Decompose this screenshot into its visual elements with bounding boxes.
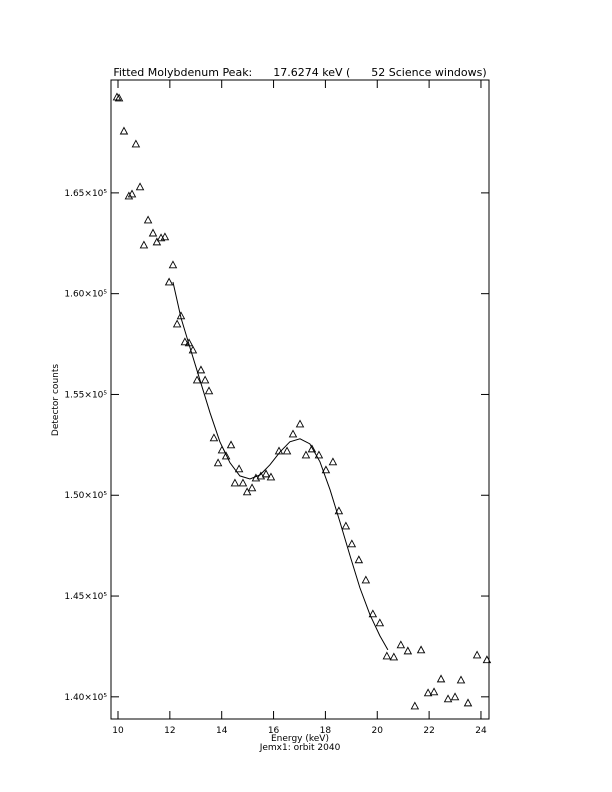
data-point: [282, 446, 292, 455]
data-point: [192, 375, 202, 384]
data-point: [396, 640, 406, 649]
data-point: [321, 465, 331, 474]
data-point: [172, 319, 182, 328]
data-point: [230, 478, 240, 487]
data-point: [180, 337, 190, 346]
data-point: [188, 345, 198, 354]
data-point: [389, 652, 399, 661]
subtitle: Jemx1: orbit 2040: [259, 743, 341, 753]
data-point: [226, 440, 236, 449]
y-tick-label: 1.45×10⁵: [64, 592, 107, 602]
data-point: [314, 450, 324, 459]
data-point: [328, 457, 338, 466]
data-point: [196, 365, 206, 374]
data-point: [463, 698, 473, 707]
x-tick-label: 24: [475, 726, 487, 736]
y-tick-label: 1.40×10⁵: [64, 693, 107, 703]
data-point: [131, 139, 141, 148]
data-point: [127, 189, 137, 198]
data-point: [200, 375, 210, 384]
y-tick-label: 1.55×10⁵: [64, 390, 107, 400]
data-point: [416, 645, 426, 654]
data-point: [347, 539, 357, 548]
chart-title: Fitted Molybdenum Peak: 17.6274 keV ( 52…: [113, 66, 486, 79]
data-point: [456, 675, 466, 684]
data-point: [368, 609, 378, 618]
data-point: [301, 450, 311, 459]
data-point: [450, 692, 460, 701]
data-point: [119, 126, 129, 135]
x-axis-label: Energy (keV): [271, 734, 329, 744]
data-point: [234, 464, 244, 473]
data-point: [410, 701, 420, 710]
data-point: [423, 688, 433, 697]
data-point: [443, 694, 453, 703]
x-tick-label: 10: [112, 726, 124, 736]
data-point: [288, 429, 298, 438]
y-axis-label: Detector counts: [51, 364, 61, 436]
data-point: [209, 433, 219, 442]
data-point: [482, 655, 492, 664]
data-point: [361, 575, 371, 584]
data-point: [204, 386, 214, 395]
data-point: [152, 237, 162, 246]
y-tick-label: 1.50×10⁵: [64, 491, 107, 501]
data-point: [238, 478, 248, 487]
data-point: [148, 228, 158, 237]
data-point: [168, 260, 178, 269]
data-point: [221, 451, 231, 460]
data-point: [403, 646, 413, 655]
data-point: [135, 182, 145, 191]
data-point: [261, 469, 271, 478]
data-point: [382, 651, 392, 660]
data-point: [143, 215, 153, 224]
data-point: [375, 618, 385, 627]
data-point: [334, 506, 344, 515]
x-tick-label: 20: [372, 726, 384, 736]
data-point: [112, 92, 122, 101]
y-tick-label: 1.60×10⁵: [64, 290, 107, 300]
data-point: [354, 555, 364, 564]
y-tick-label: 1.65×10⁵: [64, 189, 107, 199]
data-point: [160, 232, 170, 241]
data-point: [139, 240, 149, 249]
x-tick-label: 14: [216, 726, 228, 736]
fit-curve: [172, 281, 389, 651]
data-point: [266, 472, 276, 481]
x-tick-label: 22: [423, 726, 434, 736]
x-tick-label: 12: [164, 726, 175, 736]
data-point: [114, 93, 124, 102]
data-point: [307, 444, 317, 453]
plot-frame: [110, 79, 490, 720]
data-point: [295, 419, 305, 428]
data-point: [472, 650, 482, 659]
data-point: [213, 458, 223, 467]
data-point: [164, 277, 174, 286]
data-point: [124, 191, 134, 200]
data-point: [429, 687, 439, 696]
data-point: [242, 487, 252, 496]
data-point: [247, 483, 257, 492]
data-point: [341, 521, 351, 530]
x-tick-label: 16: [268, 726, 280, 736]
data-point: [436, 674, 446, 683]
x-tick-label: 18: [320, 726, 332, 736]
